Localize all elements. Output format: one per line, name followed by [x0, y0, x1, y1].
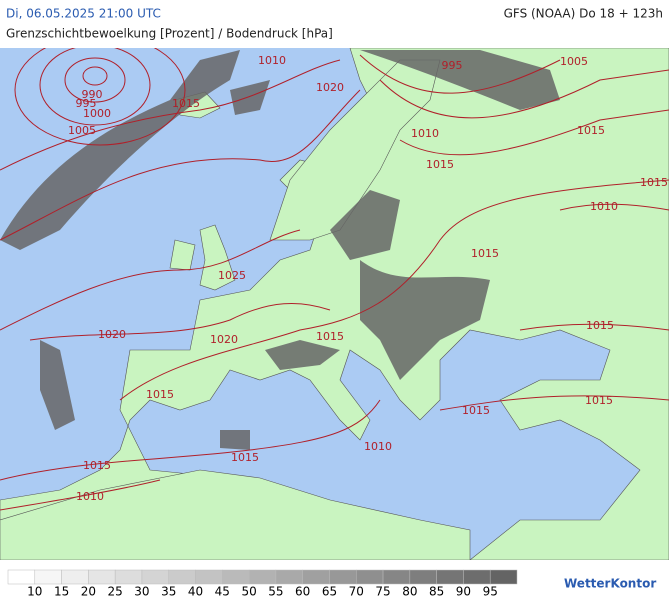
legend-swatch: [248, 569, 277, 585]
legend-label: 20: [81, 585, 96, 599]
legend-label: 65: [322, 585, 337, 599]
isobar-label: 1015: [231, 451, 259, 464]
isobar-label: 1005: [560, 55, 588, 68]
isobar-label: 1010: [76, 490, 104, 503]
legend-label: 40: [188, 585, 203, 599]
legend-swatch: [168, 569, 196, 585]
isobars: [0, 48, 669, 511]
legend-swatch: [222, 569, 250, 585]
legend-label: 95: [483, 585, 498, 599]
legend-label: 80: [402, 585, 417, 599]
isobar-label: 1015: [640, 176, 668, 189]
model-run: GFS (NOAA) Do 18 + 123h: [504, 7, 663, 21]
legend-swatch: [409, 569, 437, 585]
legend-swatch: [114, 569, 143, 585]
legend-label: 30: [134, 585, 149, 599]
isobar-label: 1015: [172, 97, 200, 110]
africa: [0, 469, 471, 560]
legend-swatch: [275, 569, 303, 585]
timestamp: Di, 06.05.2025 21:00 UTC: [6, 7, 161, 21]
isobar-label: 1015: [471, 247, 499, 260]
isobar-label: 1015: [585, 394, 613, 407]
legend-swatch: [88, 569, 116, 585]
isobar-label: 1010: [590, 200, 618, 213]
legend-swatch: [195, 569, 223, 585]
brand: WetterKontor: [564, 577, 656, 591]
isobar-label: 1010: [258, 54, 286, 67]
legend-label: 15: [54, 585, 69, 599]
legend-swatch: [302, 569, 330, 585]
isobar-label: 1010: [364, 440, 392, 453]
isobar-label: 1010: [411, 127, 439, 140]
legend-label: 35: [161, 585, 176, 599]
legend-label: 45: [215, 585, 230, 599]
legend-label: 55: [268, 585, 283, 599]
isobar-label: 1020: [210, 333, 238, 346]
legend-label: 10: [27, 585, 42, 599]
isobar-label: 1025: [218, 269, 246, 282]
isobar-label: 1015: [316, 330, 344, 343]
isobar-label: 1020: [316, 81, 344, 94]
legend: 10 15 20 25 30 35 40 45 50 55 60 65 70 75 80 85 90 95: [7, 569, 518, 599]
legend-label: 85: [429, 585, 444, 599]
legend-swatch: [61, 569, 89, 585]
isobar-label: 1005: [68, 124, 96, 137]
isobar-label: 1000: [83, 107, 111, 120]
legend-swatch: [34, 569, 62, 585]
isobar-label: 1015: [146, 388, 174, 401]
legend-swatch: [489, 569, 518, 585]
isobar-label: 1015: [462, 404, 490, 417]
legend-label: 25: [108, 585, 123, 599]
isobar-label: 995: [442, 59, 463, 72]
legend-swatch: [141, 569, 169, 585]
isobar-label: 995: [76, 97, 97, 110]
legend-swatch: [436, 569, 464, 585]
legend-swatch: [7, 569, 36, 585]
isobar-label: 1020: [98, 328, 126, 341]
legend-swatch: [382, 569, 411, 585]
cloud-cover: [0, 50, 560, 450]
legend-label: 90: [456, 585, 471, 599]
isobar-label: 1015: [577, 124, 605, 137]
isobar-label: 1015: [83, 459, 111, 472]
legend-swatch: [329, 569, 357, 585]
isobar-label: 1015: [426, 158, 454, 171]
legend-label: 60: [295, 585, 310, 599]
legend-swatch: [463, 569, 491, 585]
legend-label: 70: [349, 585, 364, 599]
subtitle: Grenzschichtbewoelkung [Prozent] / Boden…: [6, 27, 333, 41]
isobar-label: 1015: [586, 319, 614, 332]
legend-label: 75: [375, 585, 390, 599]
isobar-label: 990: [82, 88, 103, 101]
legend-label: 50: [241, 585, 256, 599]
land: [0, 48, 669, 560]
legend-swatch: [356, 569, 384, 585]
